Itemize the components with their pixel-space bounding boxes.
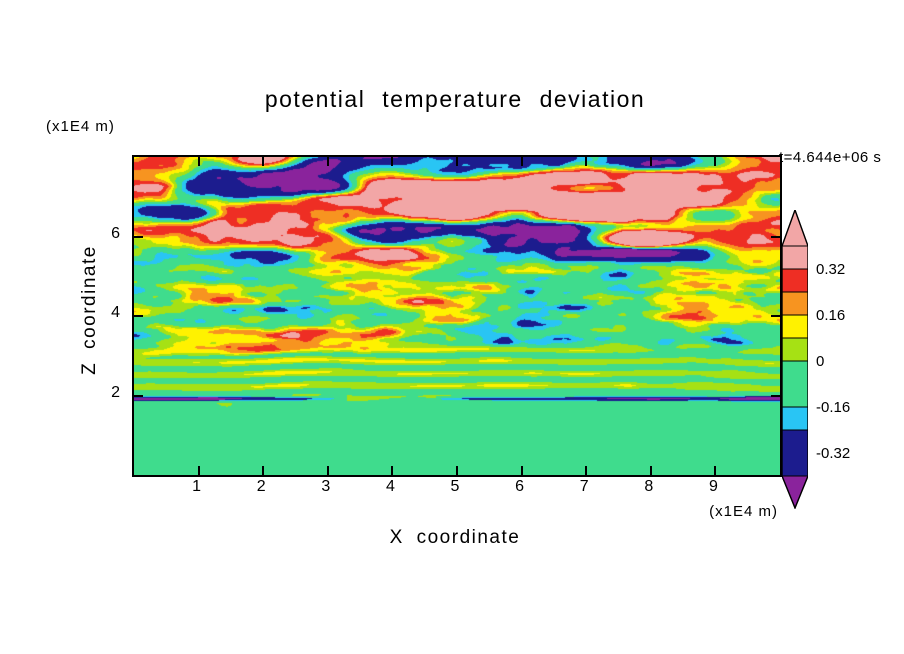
colorbar-svg: [781, 207, 809, 510]
tick-mark: [649, 466, 652, 475]
colorbar-segment: [781, 291, 809, 316]
x-tick-label: 2: [256, 478, 266, 495]
plot-area: [132, 155, 782, 477]
x-tick-label: 3: [321, 478, 331, 495]
colorbar-tick-label: 0.32: [816, 261, 846, 278]
x-tick-label: 4: [385, 478, 395, 495]
tick-mark: [326, 157, 329, 166]
x-tick-label: 7: [579, 478, 589, 495]
colorbar-segment: [781, 268, 809, 293]
tick-mark: [520, 157, 523, 166]
tick-mark: [197, 157, 200, 166]
tick-mark: [197, 466, 200, 475]
tick-mark: [649, 157, 652, 166]
colorbar-tick-label: -0.32: [816, 445, 851, 462]
x-axis-label: X coordinate: [389, 527, 521, 548]
tick-mark: [391, 466, 394, 475]
tick-mark: [771, 394, 780, 397]
tick-mark: [134, 394, 143, 397]
tick-mark: [771, 235, 780, 238]
tick-mark: [771, 315, 780, 317]
tick-mark: [456, 466, 458, 475]
z-axis-units: (x1E4 m): [46, 118, 115, 135]
x-tick-label: 6: [515, 478, 525, 495]
z-tick-label: 4: [111, 304, 120, 321]
timestamp-label: t=4.644e+06 s: [779, 149, 882, 166]
tick-mark: [714, 466, 717, 475]
x-tick-label: 8: [644, 478, 654, 495]
tick-mark: [520, 466, 523, 475]
tick-mark: [134, 315, 143, 317]
z-tick-label: 6: [111, 224, 120, 242]
colorbar-segment: [781, 337, 809, 362]
colorbar-tick-label: 0.16: [816, 307, 846, 324]
colorbar: [781, 207, 809, 510]
colorbar-segment: [781, 406, 809, 431]
chart-title: potential temperature deviation: [264, 86, 646, 112]
x-axis-units: (x1E4 m): [709, 503, 778, 520]
tick-mark: [391, 157, 394, 166]
tick-mark: [134, 235, 143, 238]
colorbar-segment: [781, 245, 809, 270]
z-tick-label: 2: [111, 383, 120, 401]
colorbar-tick-label: -0.16: [816, 399, 851, 416]
tick-mark: [262, 157, 265, 166]
tick-mark: [585, 466, 588, 475]
colorbar-segment: [781, 429, 809, 477]
x-tick-label: 1: [192, 478, 202, 495]
tick-mark: [262, 466, 265, 475]
contour-field: [134, 157, 780, 475]
tick-mark: [585, 157, 588, 166]
x-tick-label: 5: [450, 478, 460, 495]
colorbar-segment: [781, 360, 809, 408]
x-tick-label: 9: [708, 478, 718, 495]
tick-mark: [326, 466, 329, 475]
tick-mark: [456, 157, 458, 166]
colorbar-segment: [781, 314, 809, 339]
tick-mark: [714, 157, 717, 166]
colorbar-tick-label: 0: [816, 353, 825, 370]
